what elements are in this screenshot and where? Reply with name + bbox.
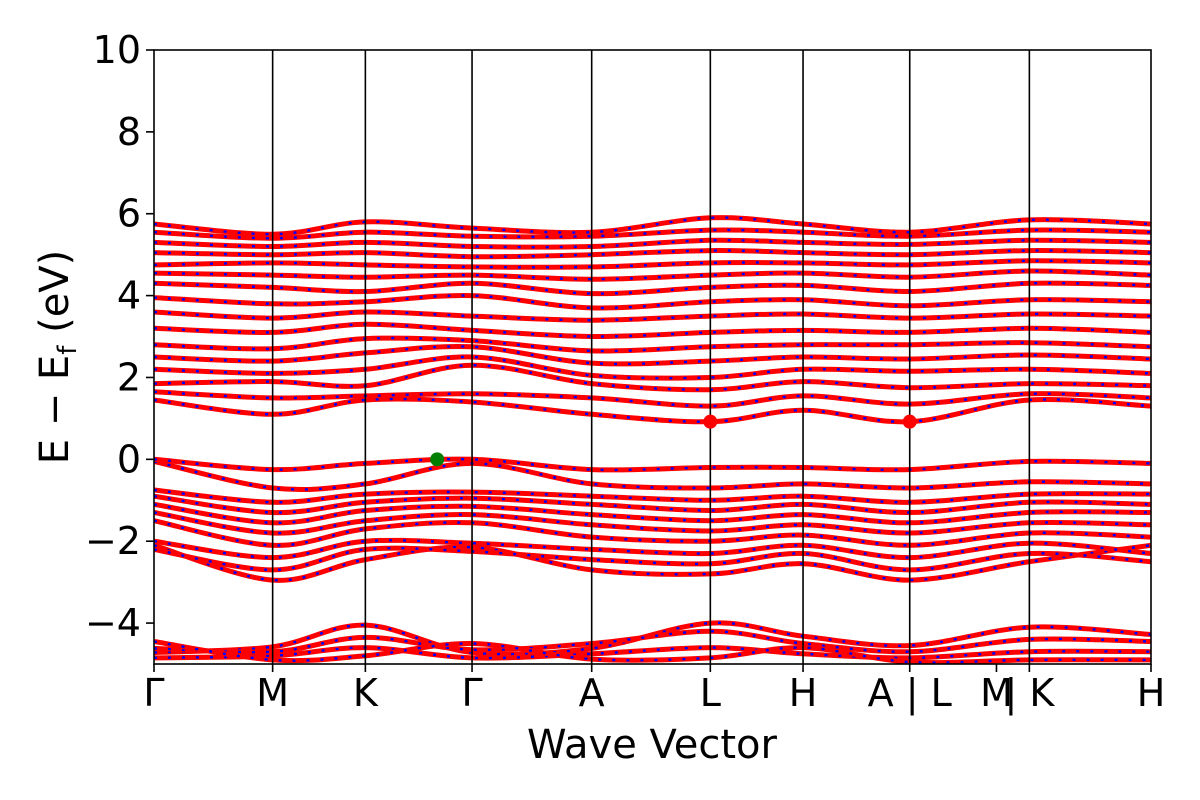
band-spin-down-22 <box>154 294 1151 310</box>
x-axis-title: Wave Vector <box>527 722 778 768</box>
x-tick-label-8: M <box>980 671 1013 715</box>
band-spin-down-19 <box>154 336 1151 353</box>
band-spin-down-1 <box>154 630 1151 654</box>
x-tick-label-0: Γ <box>143 671 164 715</box>
y-axis-title-subscript: f <box>53 345 83 355</box>
band-spin-down-8 <box>154 511 1151 535</box>
y-axis-title-suffix: (eV) <box>32 250 78 346</box>
x-tick-label-6: H <box>789 671 818 715</box>
y-tick-label-1: −2 <box>85 519 141 563</box>
band-spin-down-24 <box>154 269 1151 281</box>
band-spin-down-13 <box>154 457 1151 472</box>
band-spin-down-29 <box>154 216 1151 236</box>
y-tick-label-0: −4 <box>85 601 141 645</box>
band-spin-down-28 <box>154 228 1151 240</box>
band-spin-up-5 <box>154 545 1151 573</box>
band-spin-up-14 <box>154 396 1151 425</box>
band-spin-down-17 <box>154 355 1151 380</box>
band-spin-down-27 <box>154 238 1151 249</box>
x-tick-label-9: | K <box>1004 671 1055 716</box>
band-spin-down-25 <box>154 259 1151 269</box>
high-symmetry-lines <box>271 50 1031 664</box>
x-tick-label-2: K <box>353 671 379 715</box>
y-ticks: −4 −2 0 2 4 6 8 10 <box>85 28 154 645</box>
band-spin-down-9 <box>154 503 1151 525</box>
y-axis-title-base: E − E <box>32 355 78 465</box>
band-spin-down-26 <box>154 249 1151 258</box>
plot-frame <box>153 49 1152 665</box>
band-spin-down-4 <box>154 544 1151 582</box>
y-axis-title: E − Ef (eV) <box>32 250 83 465</box>
x-tick-label-3: Γ <box>461 671 482 715</box>
band-spin-down-23 <box>154 281 1151 295</box>
band-spin-up-7 <box>154 518 1151 548</box>
y-tick-label-7: 10 <box>93 28 141 72</box>
y-tick-label-4: 4 <box>117 274 141 318</box>
cbm-marker-1 <box>902 414 917 429</box>
band-spin-down-16 <box>154 363 1151 391</box>
band-spin-down-18 <box>154 345 1151 366</box>
band-spin-up-3 <box>154 639 1151 664</box>
vbm-marker <box>430 452 445 467</box>
bands-layer <box>154 215 1151 664</box>
band-spin-down-2 <box>154 646 1151 660</box>
y-tick-label-5: 6 <box>117 192 141 236</box>
y-tick-label-3: 2 <box>117 355 141 399</box>
band-spin-down-21 <box>154 310 1151 322</box>
x-tick-label-5: L <box>700 671 721 715</box>
cbm-marker-0 <box>703 414 718 429</box>
x-tick-label-4: A <box>579 671 605 715</box>
band-spin-down-11 <box>154 488 1151 504</box>
band-spin-down-0 <box>154 621 1151 656</box>
band-spin-up-12 <box>154 458 1151 493</box>
y-tick-label-6: 8 <box>117 110 141 154</box>
band-spin-down-10 <box>154 495 1151 514</box>
band-spin-down-15 <box>154 390 1151 408</box>
x-tick-label-7: A | L <box>868 671 952 716</box>
band-spin-up-6 <box>154 537 1151 561</box>
band-edge-markers <box>430 414 917 467</box>
x-tick-label-1: M <box>256 671 289 715</box>
band-spin-down-20 <box>154 323 1151 338</box>
y-tick-label-2: 0 <box>117 437 141 481</box>
x-tick-label-10: H <box>1137 671 1166 715</box>
